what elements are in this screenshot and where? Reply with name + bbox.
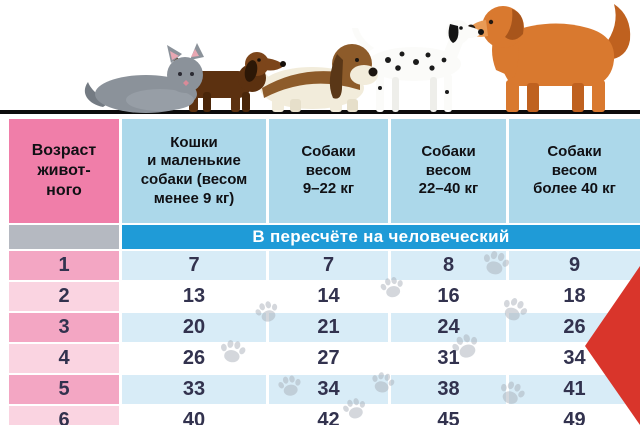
value-cell: 34 — [509, 344, 640, 373]
header-line: 9–22 кг — [302, 180, 355, 198]
basset-hound-icon — [255, 44, 378, 112]
header-line: ного — [46, 182, 82, 199]
header-line: 22–40 кг — [418, 180, 479, 198]
value-cell: 26 — [509, 313, 640, 342]
value-cell: 33 — [122, 375, 266, 404]
header-line: собаки (весом — [140, 171, 248, 188]
value-cell: 41 — [509, 375, 640, 404]
value-cell: 27 — [269, 344, 388, 373]
header-line: весом — [305, 161, 352, 179]
golden-retriever-icon — [466, 4, 631, 112]
header-line: Собаки — [421, 142, 476, 160]
age-cell: 3 — [9, 313, 119, 342]
header-line: живот- — [37, 162, 91, 179]
value-cell: 14 — [269, 282, 388, 311]
cat-icon — [84, 43, 204, 113]
header-age-column: Возраст живот- ного — [9, 119, 119, 223]
header-line: Собаки — [301, 142, 356, 160]
value-cell: 34 — [269, 375, 388, 404]
value-cell: 42 — [269, 406, 388, 425]
age-cell: 6 — [9, 406, 119, 425]
header-dogs-over-40: Собаки весом более 40 кг — [509, 119, 640, 223]
value-cell: 45 — [391, 406, 506, 425]
ground-line — [0, 110, 640, 114]
value-cell: 38 — [391, 375, 506, 404]
dalmatian-icon — [352, 20, 484, 112]
header-line: и маленькие — [147, 152, 241, 170]
header-cats-small-dogs: Кошки и маленькие собаки (весом менее 9 … — [122, 119, 266, 223]
subheader-spacer — [9, 225, 119, 249]
header-dogs-9-22: Собаки весом 9–22 кг — [269, 119, 388, 223]
header-line: весом — [425, 161, 472, 179]
value-cell: 49 — [509, 406, 640, 425]
header-line: Собаки — [547, 142, 602, 160]
value-cell: 31 — [391, 344, 506, 373]
age-table: Возраст живот- ного Кошки и маленькие со… — [9, 119, 640, 425]
header-dogs-22-40: Собаки весом 22–40 кг — [391, 119, 506, 223]
value-cell: 18 — [509, 282, 640, 311]
age-cell: 1 — [9, 251, 119, 280]
value-cell: 7 — [269, 251, 388, 280]
age-cell: 2 — [9, 282, 119, 311]
age-cell: 4 — [9, 344, 119, 373]
value-cell: 40 — [122, 406, 266, 425]
value-cell: 13 — [122, 282, 266, 311]
value-cell: 16 — [391, 282, 506, 311]
age-cell: 5 — [9, 375, 119, 404]
header-line: более 40 кг — [533, 180, 616, 198]
header-line: Кошки — [170, 133, 218, 151]
animals-illustration — [84, 4, 631, 113]
value-cell: 9 — [509, 251, 640, 280]
value-cell: 26 — [122, 344, 266, 373]
header-line: Возраст — [31, 142, 97, 159]
value-cell: 21 — [269, 313, 388, 342]
header-line: весом — [551, 161, 598, 179]
value-cell: 7 — [122, 251, 266, 280]
subheader-human-years: В пересчёте на человеческий — [122, 225, 640, 249]
value-cell: 24 — [391, 313, 506, 342]
value-cell: 20 — [122, 313, 266, 342]
value-cell: 8 — [391, 251, 506, 280]
header-line: менее 9 кг) — [153, 189, 235, 207]
